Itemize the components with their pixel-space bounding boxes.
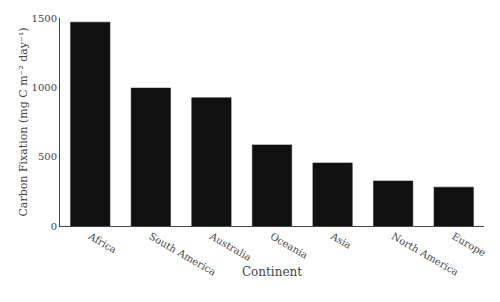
svg-text:Carbon Fixation (mg C m⁻² day⁻: Carbon Fixation (mg C m⁻² day⁻¹) [17,27,30,216]
svg-text:Oceania: Oceania [269,231,310,261]
svg-text:Africa: Africa [86,230,119,255]
svg-text:Australia: Australia [207,230,253,263]
svg-text:Europe: Europe [450,231,487,259]
svg-text:North America: North America [390,231,461,278]
svg-text:1500: 1500 [32,13,57,24]
svg-text:South America: South America [147,231,218,278]
svg-text:0: 0 [51,221,57,232]
svg-text:Continent: Continent [242,265,302,279]
svg-text:Asia: Asia [328,230,353,251]
svg-text:500: 500 [38,151,57,162]
svg-text:1000: 1000 [32,82,57,93]
